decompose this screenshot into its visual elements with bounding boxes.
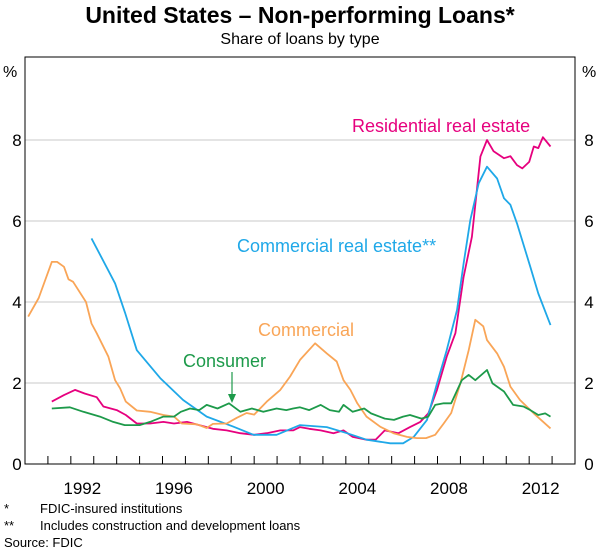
series-line-commercial [27,261,552,439]
y-tick-label-left: 4 [12,293,21,312]
y-tick-label-right: 0 [584,455,593,474]
footnote-mark-2: ** [4,518,15,533]
consumer-arrow-head-icon [228,394,236,403]
series-line-commercial-real-estate [90,165,552,445]
chart-subtitle: Share of loans by type [220,31,380,48]
x-tick-label: 2012 [522,479,560,498]
footnote-mark-1: * [4,501,10,516]
footnote-2: Includes construction and development lo… [40,518,301,533]
chart-title: United States – Non-performing Loans* [85,2,515,28]
source-note: Source: FDIC [4,535,83,550]
series-label: Commercial [258,320,354,340]
footnote-1: FDIC-insured institutions [40,501,183,516]
x-tick-label: 2004 [338,479,376,498]
y-tick-label-left: 8 [12,131,21,150]
x-tick-label: 2000 [247,479,285,498]
series-line-residential-real-estate [51,136,552,441]
line-chart: 0 0 2 2 4 4 6 6 8 8 1992 1996 2000 2004 2008 2012 Reside… [3,56,596,498]
y-tick-label-right: 4 [584,293,593,312]
y-tick-label-left: 0 [12,455,21,474]
x-tick-label: 1996 [155,479,193,498]
y-tick-label-left: 2 [12,374,21,393]
series-label: Commercial real estate** [237,236,436,256]
y-axis-unit-right: % [582,64,596,81]
x-tick-label: 1992 [63,479,101,498]
y-axis-unit-left: % [3,64,17,81]
x-tick-label: 2008 [430,479,468,498]
y-tick-label-left: 6 [12,212,21,231]
y-tick-label-right: 2 [584,374,593,393]
series-label: Residential real estate [352,116,530,136]
series-label: Consumer [183,351,266,371]
y-tick-label-right: 6 [584,212,593,231]
series-line-consumer [51,369,551,426]
y-tick-label-right: 8 [584,131,593,150]
